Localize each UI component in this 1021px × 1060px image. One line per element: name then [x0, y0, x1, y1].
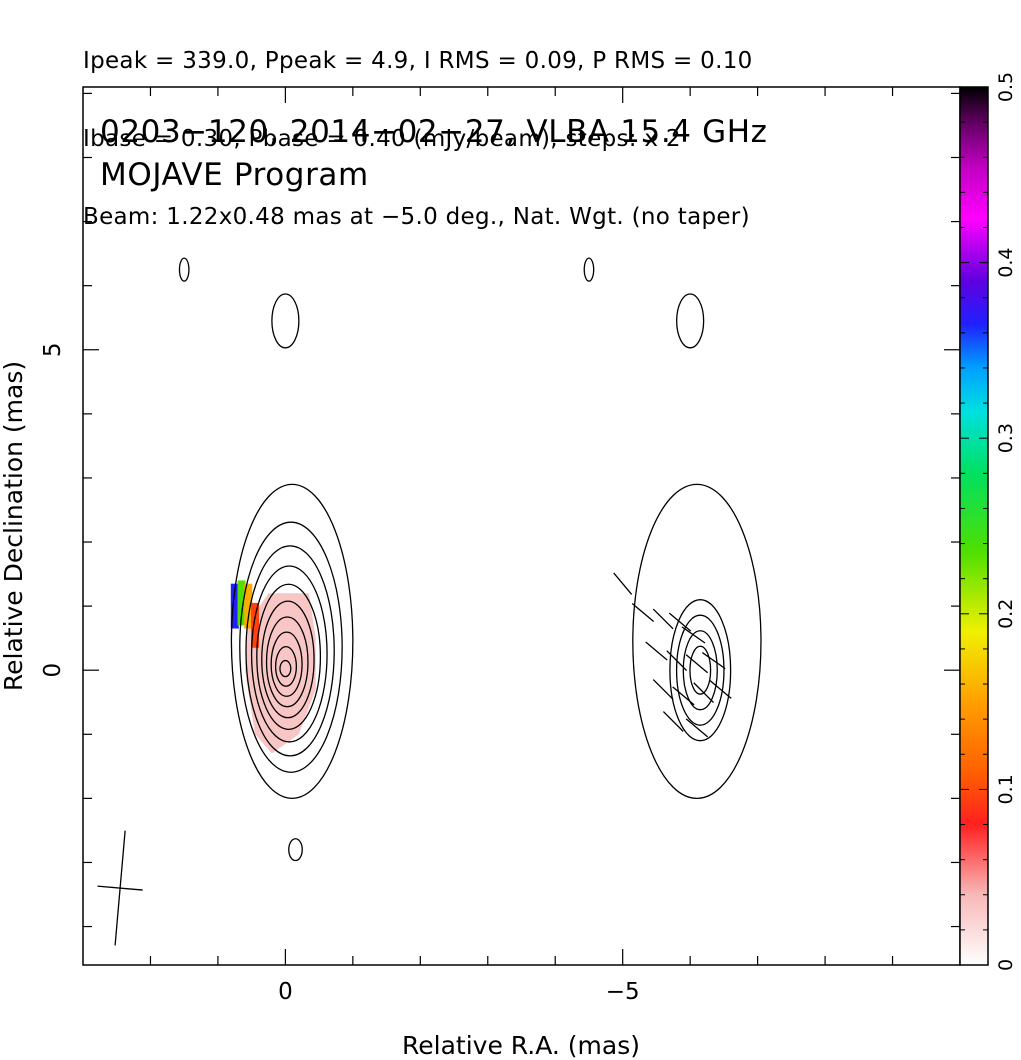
- beam-minor-axis: [97, 885, 143, 891]
- header-line-beam: Beam: 1.22x0.48 mas at −5.0 deg., Nat. W…: [83, 204, 750, 230]
- evpa-vector: [631, 603, 655, 623]
- y-tick-label: 0: [40, 663, 66, 678]
- evpa-vector: [693, 682, 715, 703]
- colorbar-tick-label: 0: [995, 959, 1017, 971]
- plot-frame: [82, 86, 961, 966]
- chart-subtitle: MOJAVE Program: [100, 157, 369, 193]
- colorbar-tick-label: 0.2: [995, 599, 1017, 629]
- stokes-i-contour: [274, 645, 298, 687]
- map-header: Ipeak = 339.0, Ppeak = 4.9, I RMS = 0.09…: [83, 0, 753, 256]
- y-tick-label: 5: [40, 342, 66, 357]
- colorbar-tick-label: 0.1: [995, 774, 1017, 804]
- x-tick-label: 0: [278, 979, 293, 1005]
- frac-pol-pixel: [230, 583, 239, 629]
- colorbar-tick-label: 0.3: [995, 423, 1017, 453]
- stokes-i-contour: [261, 600, 315, 719]
- stokes-i-contour: [230, 483, 354, 800]
- x-axis-label: Relative R.A. (mas): [402, 1031, 640, 1060]
- chart-title: 0203−120, 2014−02−27, VLBA 15.4 GHz: [100, 114, 767, 150]
- pol-intensity-contour: [675, 614, 725, 726]
- evpa-vector: [613, 572, 633, 595]
- evpa-vector: [662, 711, 684, 732]
- evpa-vector: [685, 654, 709, 674]
- stokes-i-contour: [270, 631, 303, 697]
- noise-contour: [676, 293, 705, 349]
- stokes-i-contour: [265, 616, 309, 708]
- evpa-vector: [652, 679, 674, 700]
- evpa-vector: [668, 612, 692, 632]
- header-line-peak: Ipeak = 339.0, Ppeak = 4.9, I RMS = 0.09…: [83, 48, 753, 74]
- evpa-vector: [685, 718, 709, 738]
- stokes-i-outline-contour: [632, 483, 762, 800]
- stokes-i-contour: [279, 659, 292, 678]
- noise-contour: [583, 257, 595, 282]
- y-axis-label: Relative Declination (mas): [0, 361, 28, 691]
- colorbar: [959, 86, 989, 966]
- stokes-i-contour: [256, 583, 322, 730]
- frac-pol-pixel: [237, 580, 246, 626]
- evpa-vector: [645, 641, 668, 661]
- noise-contour: [178, 257, 190, 282]
- x-tick-label: −5: [606, 979, 640, 1005]
- evpa-vector: [701, 652, 726, 670]
- stokes-i-contour: [239, 521, 343, 773]
- evpa-vector: [709, 679, 732, 699]
- pol-intensity-contour: [669, 599, 732, 742]
- frac-pol-pixel: [244, 583, 253, 629]
- evpa-vector: [672, 686, 695, 706]
- header-line-base: Ibase = 0.30, Pbase = 0.40 (mJy/beam), s…: [83, 126, 681, 152]
- frac-pol-pixel: [251, 602, 260, 648]
- evpa-vector: [652, 608, 674, 630]
- colorbar-tick-label: 0.4: [995, 247, 1017, 277]
- evpa-vector: [666, 650, 688, 671]
- noise-contour: [271, 293, 300, 349]
- stokes-i-contour: [250, 565, 328, 743]
- noise-contour: [288, 838, 303, 862]
- pol-intensity-contour: [689, 645, 712, 695]
- evpa-vector: [681, 626, 706, 644]
- pol-intensity-contour: [682, 630, 718, 711]
- colorbar-tick-label: 0.5: [995, 72, 1017, 102]
- stokes-i-contour: [245, 545, 335, 757]
